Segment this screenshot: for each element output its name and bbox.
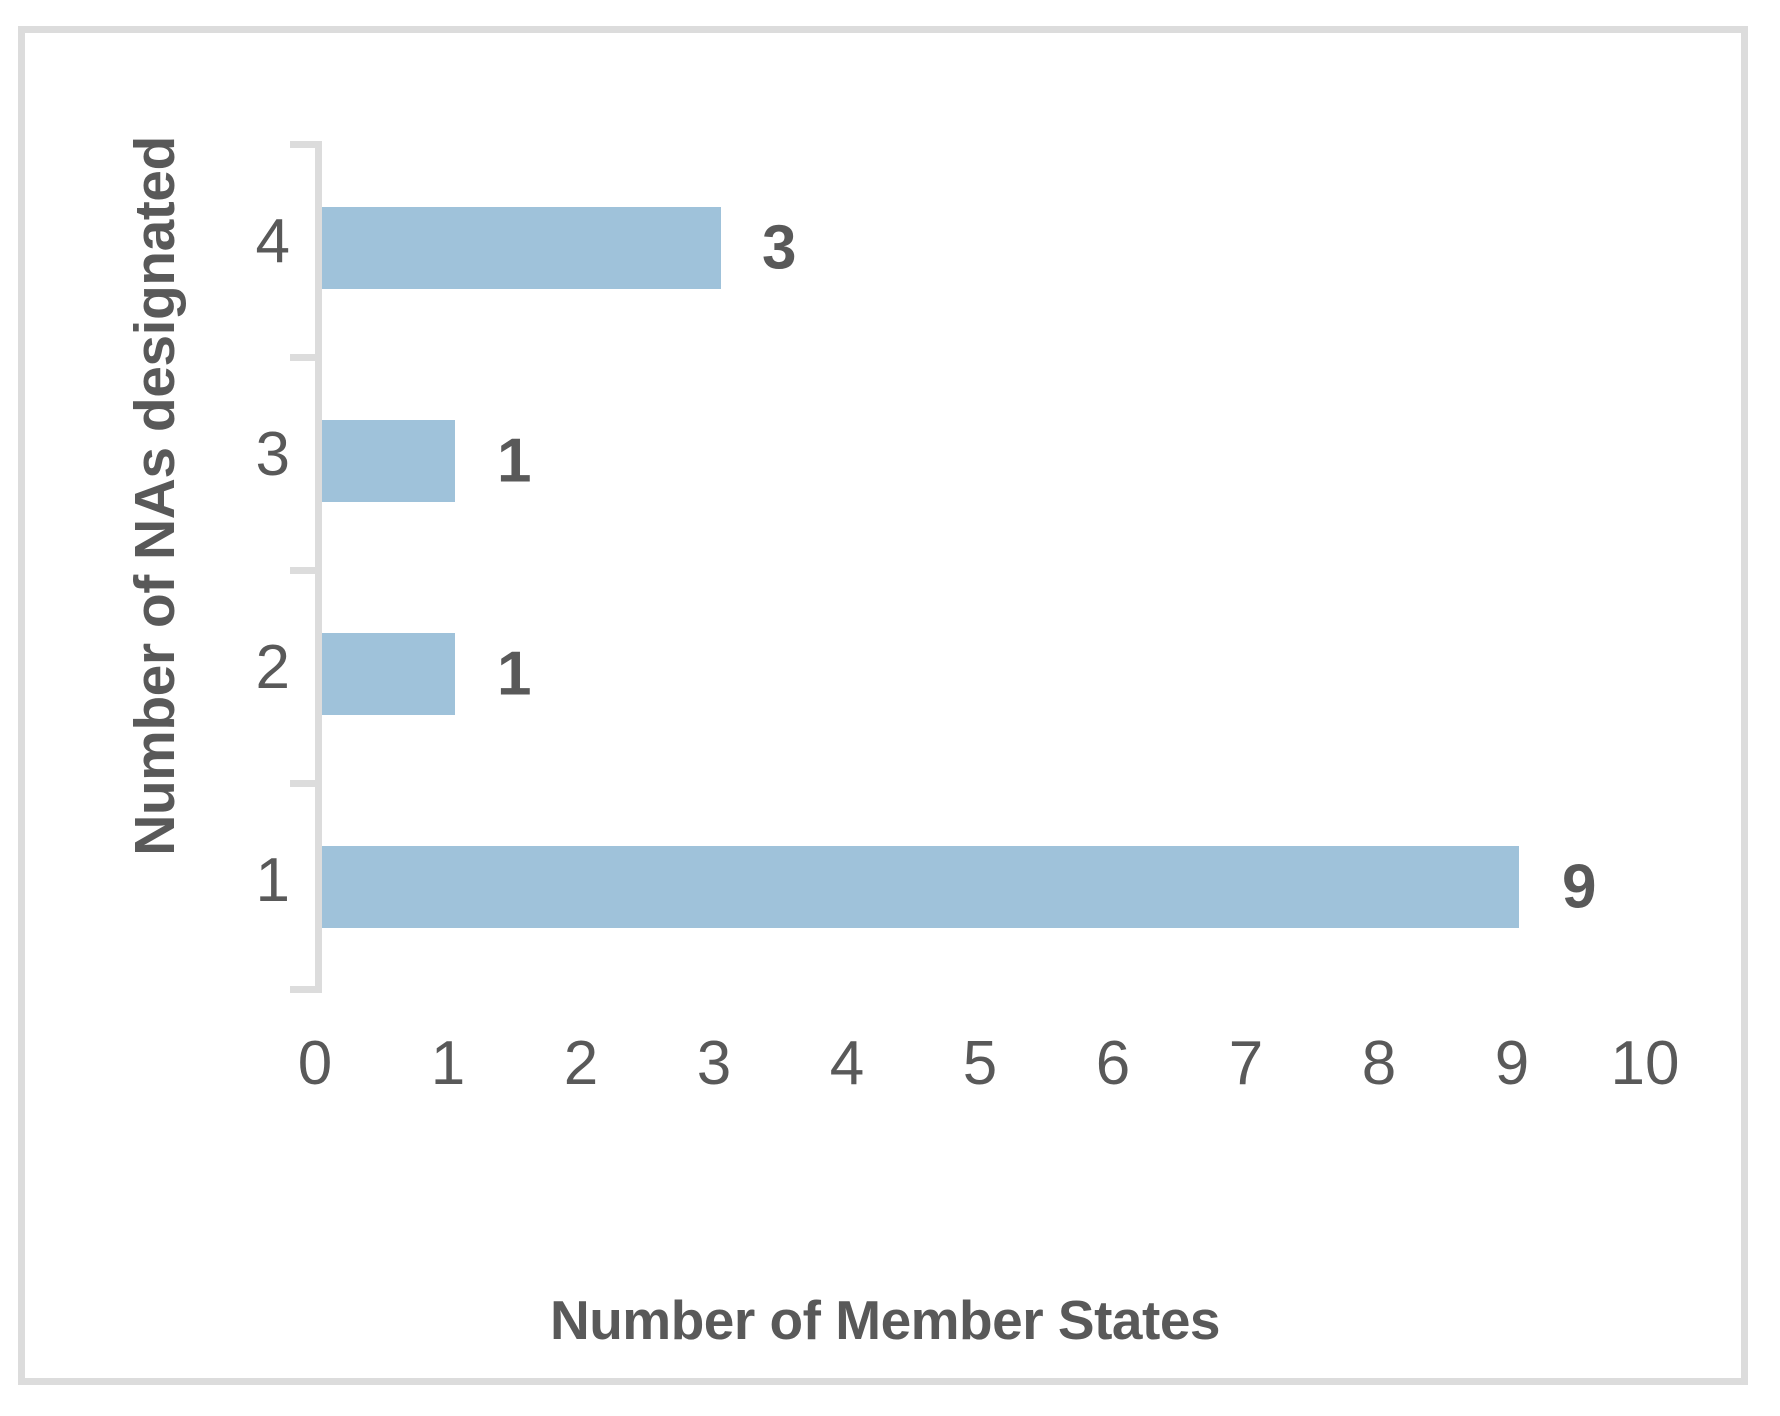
x-tick-label-6: 6 <box>1095 1029 1131 1098</box>
bar-row-2: 1 <box>322 567 1645 780</box>
x-tick-label-7: 7 <box>1228 1029 1264 1098</box>
bar-category-1[interactable] <box>322 845 1519 928</box>
bar-value-label-1: 9 <box>1562 852 1597 921</box>
x-tick-label-10: 10 <box>1610 1029 1680 1098</box>
x-tick-label-9: 9 <box>1494 1029 1530 1098</box>
bar-category-2[interactable] <box>322 632 455 715</box>
x-tick-label-8: 8 <box>1361 1029 1397 1098</box>
y-axis-title: Number of NAs designated <box>123 136 187 856</box>
y-axis-tick-2 <box>290 567 315 574</box>
y-axis-tick-bottom <box>290 986 315 993</box>
bar-category-4[interactable] <box>322 206 721 289</box>
bar-value-label-2: 1 <box>497 639 532 708</box>
y-tick-label-3: 3 <box>255 420 290 489</box>
y-axis-tick-3 <box>290 780 315 787</box>
x-tick-label-3: 3 <box>696 1029 732 1098</box>
bar-value-label-3: 1 <box>497 426 532 495</box>
plot-area: 3 1 1 9 <box>290 141 1645 993</box>
y-tick-label-1: 1 <box>255 846 290 915</box>
y-tick-label-2: 2 <box>255 633 290 702</box>
chart-frame: Number of NAs designated 4 3 2 1 3 1 1 <box>18 26 1748 1385</box>
x-tick-label-5: 5 <box>962 1029 998 1098</box>
x-tick-label-4: 4 <box>829 1029 865 1098</box>
x-tick-label-0: 0 <box>297 1029 333 1098</box>
bar-category-3[interactable] <box>322 419 455 502</box>
y-tick-label-4: 4 <box>255 207 290 276</box>
bar-row-3: 1 <box>322 354 1645 567</box>
y-axis-tick-1 <box>290 354 315 361</box>
x-tick-label-2: 2 <box>563 1029 599 1098</box>
bar-value-label-4: 3 <box>762 213 797 282</box>
x-tick-label-1: 1 <box>430 1029 466 1098</box>
bar-row-1: 9 <box>322 780 1645 993</box>
bar-row-4: 3 <box>322 141 1645 354</box>
y-axis-tick-top <box>290 141 315 148</box>
x-axis-title: Number of Member States <box>549 1289 1221 1351</box>
y-axis-line <box>315 141 322 993</box>
